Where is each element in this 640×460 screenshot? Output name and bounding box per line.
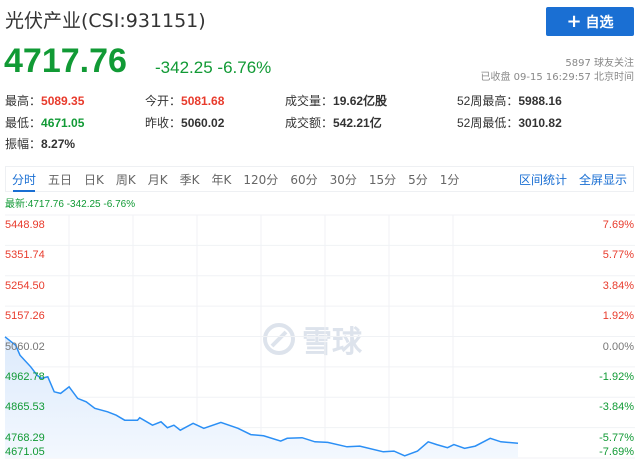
change-value: -342.25: [155, 58, 213, 77]
tab-9[interactable]: 30分: [329, 172, 357, 187]
y-tick-percent: 7.69%: [602, 219, 634, 231]
y-tick-price: 5060.02: [5, 340, 45, 353]
current-price: 4717.76: [4, 42, 127, 80]
y-tick-price: 5157.26: [5, 310, 45, 323]
stat-label: 成交量：: [285, 94, 334, 108]
y-tick-percent: -5.77%: [599, 431, 634, 444]
tab-10[interactable]: 15分: [368, 172, 397, 187]
price-area: [5, 336, 518, 458]
watermark-text: 雪球: [302, 325, 362, 360]
stat-label: 振幅：: [5, 137, 42, 151]
fullscreen-link[interactable]: 全屏显示: [578, 172, 627, 187]
stat-item: 昨收：5060.02: [145, 114, 224, 131]
add-watchlist-label: 自选: [585, 14, 614, 31]
stat-item: 振幅：8.27%: [5, 135, 75, 152]
y-tick-percent: -3.84%: [599, 401, 634, 414]
followers-count[interactable]: 5897 球友关注: [565, 58, 634, 69]
stat-value: 5081.68: [181, 94, 225, 108]
tab-12[interactable]: 1分: [439, 172, 460, 187]
stat-label: 最高：: [5, 94, 42, 108]
range-stats-link[interactable]: 区间统计: [518, 172, 567, 187]
stat-item: 成交额：542.21亿: [285, 114, 382, 131]
plus-icon: +: [566, 11, 582, 32]
tab-8[interactable]: 60分: [290, 172, 318, 187]
add-watchlist-button[interactable]: + 自选: [546, 7, 634, 36]
stat-value: 5089.35: [41, 94, 85, 108]
tab-3[interactable]: 周K: [115, 172, 136, 187]
y-tick-percent: -7.69%: [599, 446, 634, 458]
y-tick-percent: 3.84%: [602, 279, 634, 292]
y-tick-price: 4865.53: [5, 401, 45, 414]
stat-value: 3010.82: [518, 116, 562, 130]
tab-5[interactable]: 季K: [179, 172, 200, 187]
stat-item: 今开：5081.68: [145, 92, 224, 109]
y-tick-price: 5351.74: [5, 249, 45, 262]
stat-label: 成交额：: [285, 116, 334, 130]
y-tick-percent: 0.00%: [602, 340, 634, 353]
y-tick-price: 5448.98: [5, 219, 45, 231]
tab-7[interactable]: 120分: [243, 172, 279, 187]
stat-label: 52周最高：: [457, 94, 519, 108]
stat-value: 19.62亿股: [333, 94, 388, 108]
stat-label: 52周最低：: [457, 116, 519, 130]
tab-0[interactable]: 分时: [6, 167, 42, 192]
stat-item: 最低：4671.05: [5, 114, 84, 131]
y-tick-price: 5254.50: [5, 279, 45, 292]
tab-4[interactable]: 月K: [147, 172, 168, 187]
tab-6[interactable]: 年K: [211, 172, 232, 187]
stat-value: 4671.05: [41, 116, 85, 130]
price-change: -342.25 -6.76%: [155, 58, 271, 78]
stat-value: 8.27%: [41, 137, 76, 151]
y-tick-price: 4962.78: [5, 370, 45, 383]
stat-item: 成交量：19.62亿股: [285, 92, 387, 109]
y-tick-price: 4768.29: [5, 431, 45, 444]
y-tick-percent: 1.92%: [602, 310, 634, 323]
stat-value: 5060.02: [181, 116, 225, 130]
stat-item: 52周最低：3010.82: [457, 114, 562, 131]
y-tick-percent: 5.77%: [602, 249, 634, 262]
change-percent: -6.76%: [217, 58, 272, 77]
market-status: 已收盘 09-15 16:29:57 北京时间: [480, 72, 634, 83]
stat-value: 5988.16: [518, 94, 562, 108]
tab-1[interactable]: 五日: [48, 172, 73, 187]
price-line: [4, 336, 519, 457]
stat-label: 昨收：: [145, 116, 182, 130]
page-title: 光伏产业(CSI:931151): [5, 10, 206, 32]
tab-11[interactable]: 5分: [408, 172, 428, 187]
stat-item: 52周最高：5988.16: [457, 92, 562, 109]
latest-quote: 最新:4717.76 -342.25 -6.76%: [5, 199, 136, 210]
y-tick-percent: -1.92%: [599, 370, 634, 383]
y-tick-price: 4671.05: [5, 446, 45, 458]
xueqiu-logo-icon: [263, 323, 295, 355]
stat-value: 542.21亿: [333, 116, 382, 130]
stat-label: 最低：: [5, 116, 42, 130]
chart-period-tabs: 分时 五日 日K 周K 月K 季K 年K 120分 60分 30分 15分 5分 1分 区间统计 全屏显示: [5, 166, 634, 192]
stat-item: 最高：5089.35: [5, 92, 84, 109]
tab-2[interactable]: 日K: [84, 172, 104, 187]
stat-label: 今开：: [145, 94, 182, 108]
xueqiu-watermark: 雪球: [262, 317, 362, 361]
